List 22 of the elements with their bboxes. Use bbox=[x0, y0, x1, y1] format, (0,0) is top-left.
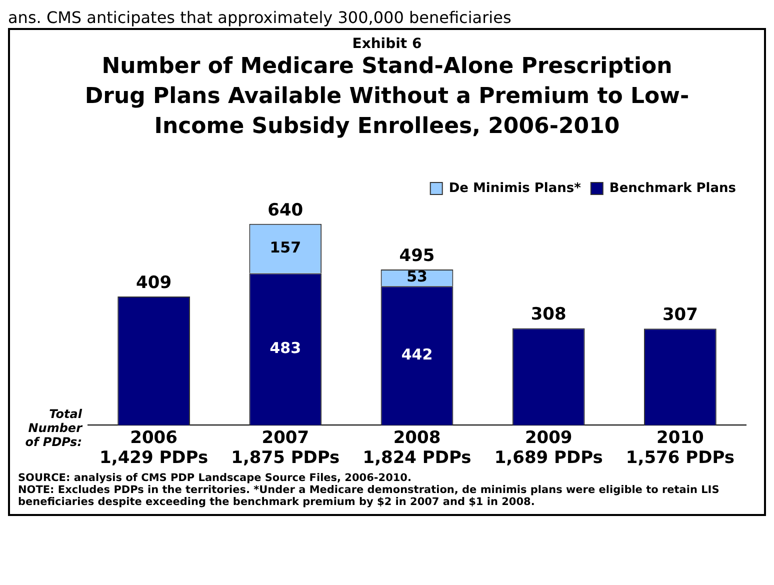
total-label: 409 bbox=[136, 272, 172, 293]
total-label: 308 bbox=[530, 304, 566, 325]
data-label: 53 bbox=[406, 268, 428, 286]
legend-label: De Minimis Plans* bbox=[448, 180, 582, 196]
data-label: 442 bbox=[401, 346, 433, 364]
legend-label: Benchmark Plans bbox=[609, 180, 736, 196]
source-note: SOURCE: analysis of CMS PDP Landscape Source Files, 2006-2010. bbox=[18, 472, 412, 484]
x-tick-label: 2008 1,824 PDPs bbox=[362, 428, 472, 468]
data-label: 483 bbox=[270, 339, 302, 358]
x-tick-label: 2010 1,576 PDPs bbox=[626, 428, 734, 468]
text: NOTE: Excludes PDPs in the territories. *Under a Medicare demonstration, de minimis plans were eligible to retain LIS beneficiaries despite exceeding the benchmark premium by $2 in 2007 and $1 in 2008. bbox=[18, 484, 720, 508]
x-tick-label: 2006 1,429 PDPs bbox=[100, 428, 208, 468]
chart-title: Number of Medicare Stand-Alone Prescription Drug Plans Available Without a Premium to Low-Income Subsidy Enrollees, 2006-2010 bbox=[84, 53, 690, 141]
chart-subtitle: Exhibit 6 bbox=[351, 36, 423, 52]
text: Total Number of PDPs: bbox=[24, 407, 82, 449]
total-label: 307 bbox=[662, 305, 698, 326]
total-label: 640 bbox=[268, 200, 304, 220]
x-tick-label: 2007 1,875 PDPs bbox=[231, 428, 340, 468]
x-tick-label: 2009 1,689 PDPs bbox=[494, 428, 603, 468]
total-label: 495 bbox=[399, 246, 435, 266]
data-label: 157 bbox=[270, 238, 302, 256]
text: ans. CMS anticipates that approximately 300,000 beneficiaries bbox=[8, 8, 512, 28]
